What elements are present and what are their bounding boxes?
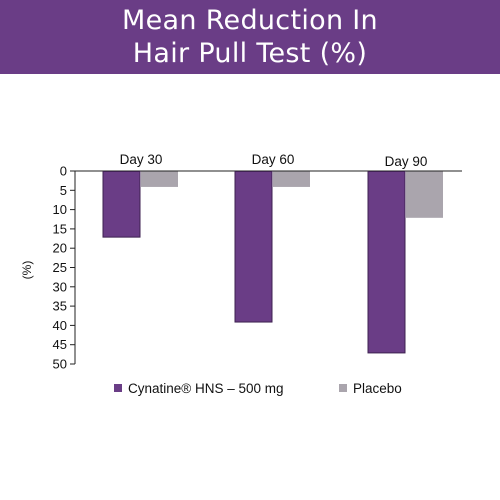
chart-title-line-1: Mean Reduction In xyxy=(122,5,378,36)
y-tick-label: 25 xyxy=(53,260,67,275)
y-axis-label-text: (%) xyxy=(20,260,34,280)
category-label: Day 90 xyxy=(385,154,428,169)
bar-cynatine-day-90 xyxy=(367,171,406,354)
legend-label: Placebo xyxy=(353,381,402,396)
y-tick-label: 40 xyxy=(53,318,67,333)
y-tick-label: 10 xyxy=(53,202,67,217)
y-tick-label: 0 xyxy=(60,164,67,179)
bar-placebo-day-90 xyxy=(406,171,443,218)
chart-title-line-2: Hair Pull Test (%) xyxy=(132,38,368,69)
y-axis-label: (%) xyxy=(19,260,35,280)
y-tick-label: 35 xyxy=(53,299,67,314)
legend-swatch xyxy=(339,384,347,392)
legend-swatch xyxy=(114,384,122,392)
category-label: Day 60 xyxy=(252,152,295,167)
y-tick-label: 15 xyxy=(53,221,67,236)
y-tick-label: 20 xyxy=(53,241,67,256)
legend-label: Cynatine® HNS – 500 mg xyxy=(128,381,284,396)
bar-placebo-day-30 xyxy=(141,171,178,187)
bar-placebo-day-60 xyxy=(273,171,310,187)
category-label: Day 30 xyxy=(120,152,163,167)
y-tick-label: 30 xyxy=(53,279,67,294)
bar-cynatine-day-30 xyxy=(102,171,141,238)
y-tick-label: 45 xyxy=(53,337,67,352)
bar-cynatine-day-60 xyxy=(234,171,273,323)
y-tick-label: 50 xyxy=(53,357,67,372)
title-banner: Mean Reduction In Hair Pull Test (%) xyxy=(0,0,500,74)
y-tick-label: 5 xyxy=(60,183,67,198)
